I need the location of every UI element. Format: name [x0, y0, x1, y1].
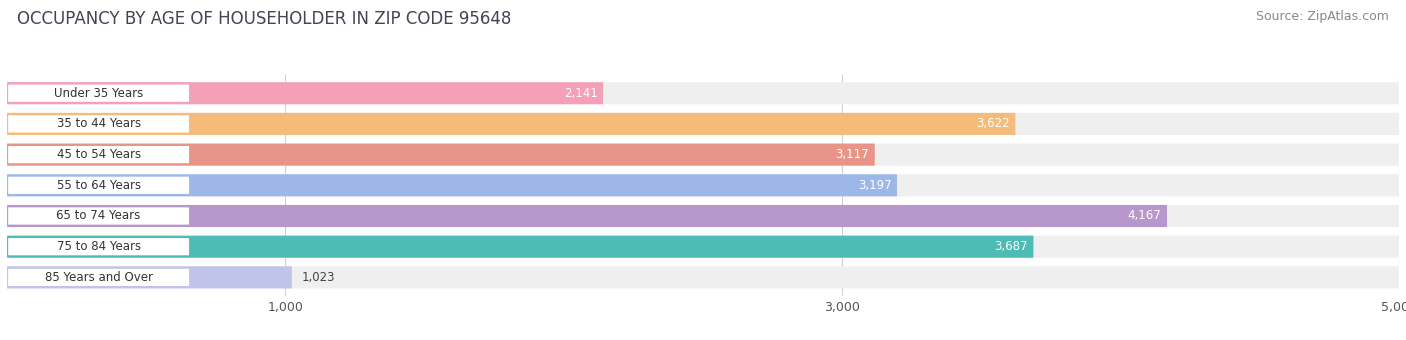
Text: 3,197: 3,197	[858, 179, 891, 192]
Text: Source: ZipAtlas.com: Source: ZipAtlas.com	[1256, 10, 1389, 23]
FancyBboxPatch shape	[8, 207, 188, 225]
FancyBboxPatch shape	[7, 266, 1399, 288]
Text: OCCUPANCY BY AGE OF HOUSEHOLDER IN ZIP CODE 95648: OCCUPANCY BY AGE OF HOUSEHOLDER IN ZIP C…	[17, 10, 512, 28]
FancyBboxPatch shape	[8, 85, 188, 102]
Text: 3,622: 3,622	[976, 117, 1010, 131]
FancyBboxPatch shape	[7, 205, 1167, 227]
Text: 2,141: 2,141	[564, 87, 598, 100]
FancyBboxPatch shape	[7, 113, 1015, 135]
FancyBboxPatch shape	[8, 115, 188, 133]
FancyBboxPatch shape	[8, 146, 188, 163]
FancyBboxPatch shape	[8, 238, 188, 255]
Text: 35 to 44 Years: 35 to 44 Years	[56, 117, 141, 131]
FancyBboxPatch shape	[7, 174, 897, 197]
FancyBboxPatch shape	[7, 82, 1399, 104]
Text: Under 35 Years: Under 35 Years	[53, 87, 143, 100]
FancyBboxPatch shape	[7, 236, 1399, 258]
FancyBboxPatch shape	[7, 266, 292, 288]
FancyBboxPatch shape	[7, 82, 603, 104]
FancyBboxPatch shape	[7, 143, 1399, 166]
FancyBboxPatch shape	[8, 269, 188, 286]
Text: 85 Years and Over: 85 Years and Over	[45, 271, 153, 284]
FancyBboxPatch shape	[7, 174, 1399, 197]
FancyBboxPatch shape	[8, 177, 188, 194]
FancyBboxPatch shape	[7, 236, 1033, 258]
Text: 1,023: 1,023	[301, 271, 335, 284]
Text: 55 to 64 Years: 55 to 64 Years	[56, 179, 141, 192]
Text: 3,687: 3,687	[994, 240, 1028, 253]
Text: 75 to 84 Years: 75 to 84 Years	[56, 240, 141, 253]
Text: 45 to 54 Years: 45 to 54 Years	[56, 148, 141, 161]
Text: 65 to 74 Years: 65 to 74 Years	[56, 209, 141, 222]
FancyBboxPatch shape	[7, 205, 1399, 227]
Text: 3,117: 3,117	[835, 148, 869, 161]
FancyBboxPatch shape	[7, 113, 1399, 135]
Text: 4,167: 4,167	[1128, 209, 1161, 222]
FancyBboxPatch shape	[7, 143, 875, 166]
